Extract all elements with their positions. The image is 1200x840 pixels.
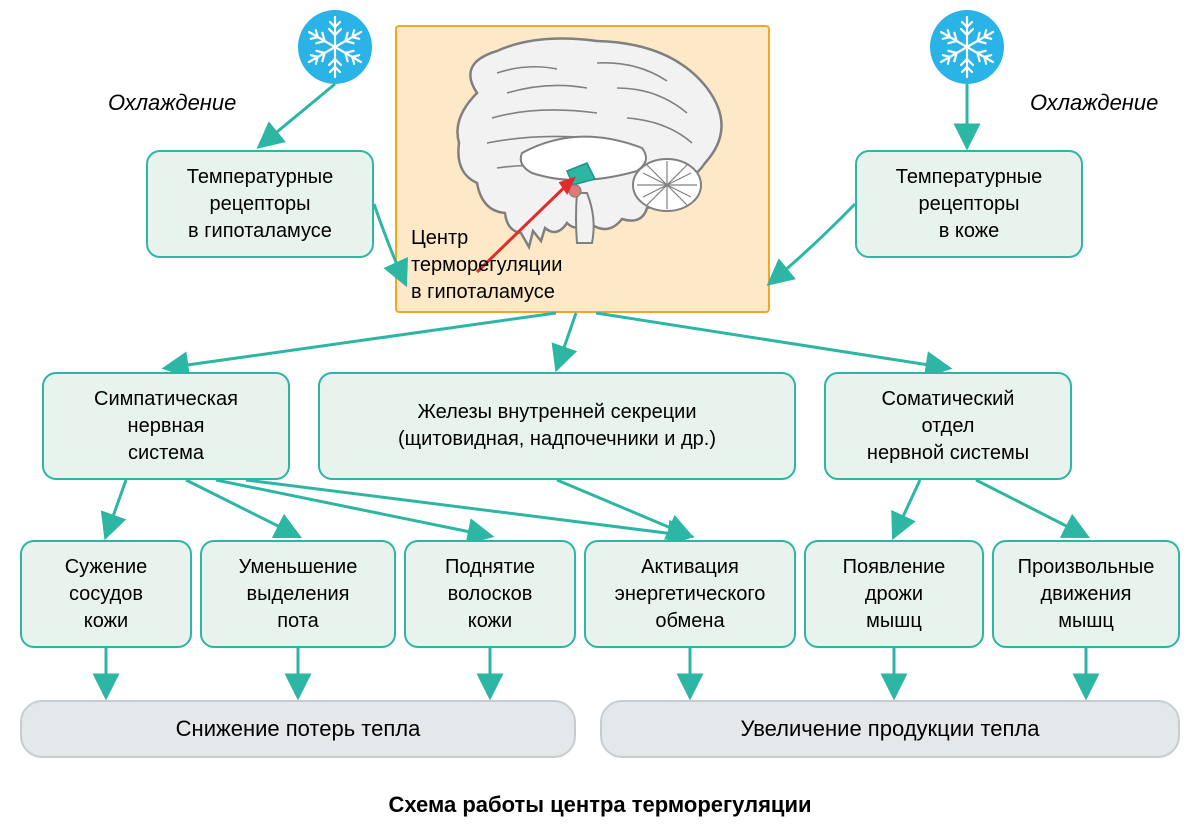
diagram-title: Схема работы центра терморегуляции bbox=[0, 792, 1200, 818]
node-voluntary: Произвольные движения мышц bbox=[992, 540, 1180, 648]
node-vasoconstr: Сужение сосудов кожи bbox=[20, 540, 192, 648]
brain-center-box: Центр терморегуляции в гипоталамусе bbox=[395, 25, 770, 313]
node-recept-hypo: Температурные рецепторы в гипоталамусе bbox=[146, 150, 374, 258]
node-heat-loss: Снижение потерь тепла bbox=[20, 700, 576, 758]
edge-brain-sympathetic bbox=[166, 313, 556, 368]
brain-center-label: Центр терморегуляции в гипоталамусе bbox=[411, 225, 562, 306]
edge-somatic-voluntary bbox=[976, 480, 1086, 536]
snowflake-icon bbox=[930, 10, 1004, 84]
node-recept-skin: Температурные рецепторы в коже bbox=[855, 150, 1083, 258]
node-sympathetic: Симпатическая нервная система bbox=[42, 372, 290, 480]
node-somatic: Соматический отдел нервной системы bbox=[824, 372, 1072, 480]
node-heat-prod: Увеличение продукции тепла bbox=[600, 700, 1180, 758]
edge-brain-glands bbox=[557, 313, 576, 368]
edge-sympathetic-less-sweat bbox=[186, 480, 298, 536]
cooling-label-right: Охлаждение bbox=[1030, 90, 1158, 116]
node-piloerect: Поднятие волосков кожи bbox=[404, 540, 576, 648]
node-shivering: Появление дрожи мышц bbox=[804, 540, 984, 648]
edge-sympathetic-piloerect bbox=[216, 480, 490, 536]
edge-snow-left-recept-hypo bbox=[260, 84, 335, 146]
edge-recept-skin-brain bbox=[770, 204, 855, 283]
edge-somatic-shivering bbox=[894, 480, 920, 536]
edge-sympathetic-metabolism bbox=[246, 480, 690, 536]
snowflake-icon bbox=[298, 10, 372, 84]
edge-brain-somatic bbox=[596, 313, 948, 368]
edge-glands-metabolism bbox=[557, 480, 690, 536]
cooling-label-left: Охлаждение bbox=[108, 90, 236, 116]
node-less-sweat: Уменьшение выделения пота bbox=[200, 540, 396, 648]
node-glands: Железы внутренней секреции (щитовидная, … bbox=[318, 372, 796, 480]
node-metabolism: Активация энергетического обмена bbox=[584, 540, 796, 648]
edge-sympathetic-vasoconstr bbox=[106, 480, 126, 536]
